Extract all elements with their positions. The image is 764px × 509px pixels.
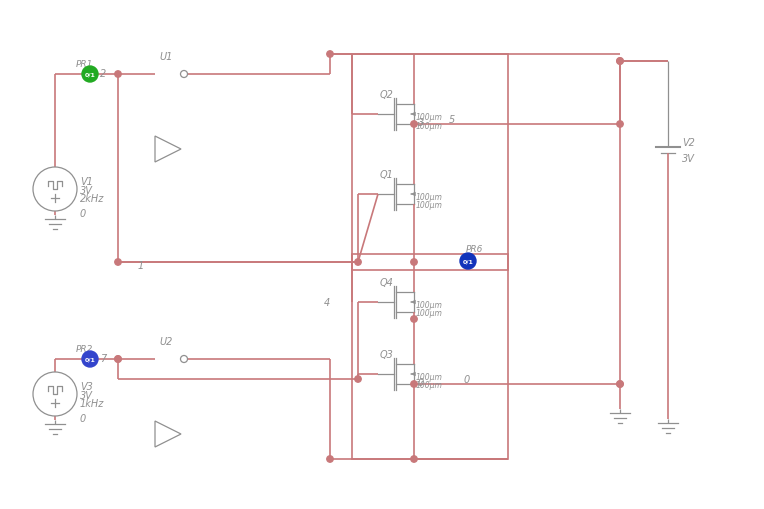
Text: 0/1: 0/1 bbox=[85, 72, 96, 77]
Text: 1kHz: 1kHz bbox=[80, 398, 105, 408]
Text: 100μm: 100μm bbox=[416, 372, 443, 381]
Text: 100μm: 100μm bbox=[416, 381, 443, 390]
Bar bbox=[352, 254, 508, 459]
Circle shape bbox=[411, 381, 417, 387]
Text: Q3: Q3 bbox=[380, 349, 394, 359]
Circle shape bbox=[411, 316, 417, 323]
Circle shape bbox=[617, 122, 623, 128]
Text: 7: 7 bbox=[100, 353, 106, 363]
Text: 2kHz: 2kHz bbox=[80, 193, 105, 204]
Text: 0/1: 0/1 bbox=[85, 357, 96, 362]
Text: 100μm: 100μm bbox=[416, 112, 443, 121]
Text: Q4: Q4 bbox=[380, 277, 394, 288]
Circle shape bbox=[617, 59, 623, 65]
Circle shape bbox=[82, 351, 98, 367]
Text: 3V: 3V bbox=[80, 390, 93, 400]
Circle shape bbox=[617, 381, 623, 387]
Circle shape bbox=[617, 59, 623, 65]
Text: 100μm: 100μm bbox=[416, 309, 443, 318]
Text: 3: 3 bbox=[418, 118, 424, 128]
Text: Q2: Q2 bbox=[380, 90, 394, 100]
Circle shape bbox=[115, 72, 121, 78]
Text: PR1: PR1 bbox=[76, 60, 93, 68]
Circle shape bbox=[327, 456, 333, 462]
Text: 0: 0 bbox=[418, 377, 424, 387]
Bar bbox=[352, 55, 508, 270]
Text: 100μm: 100μm bbox=[416, 300, 443, 309]
Circle shape bbox=[82, 67, 98, 83]
Circle shape bbox=[115, 356, 121, 362]
Circle shape bbox=[411, 122, 417, 128]
Text: 4: 4 bbox=[324, 297, 330, 307]
Text: 2: 2 bbox=[100, 69, 106, 79]
Text: 0: 0 bbox=[80, 209, 86, 218]
Circle shape bbox=[354, 259, 361, 266]
Text: U1: U1 bbox=[159, 52, 173, 62]
Circle shape bbox=[327, 52, 333, 58]
Circle shape bbox=[115, 356, 121, 362]
Text: PR6: PR6 bbox=[466, 245, 484, 254]
Text: Q1: Q1 bbox=[380, 169, 394, 180]
Circle shape bbox=[460, 253, 476, 269]
Text: 0: 0 bbox=[80, 413, 86, 423]
Text: V2: V2 bbox=[682, 138, 695, 148]
Circle shape bbox=[411, 259, 417, 266]
Text: 0/1: 0/1 bbox=[462, 259, 474, 264]
Circle shape bbox=[115, 259, 121, 266]
Text: V3: V3 bbox=[80, 381, 93, 391]
Text: V1: V1 bbox=[80, 177, 93, 187]
Text: 100μm: 100μm bbox=[416, 201, 443, 210]
Circle shape bbox=[354, 376, 361, 382]
Text: 100μm: 100μm bbox=[416, 121, 443, 130]
Text: 1: 1 bbox=[138, 261, 144, 270]
Text: 0: 0 bbox=[464, 374, 471, 384]
Text: PR2: PR2 bbox=[76, 344, 93, 353]
Text: 3V: 3V bbox=[80, 186, 93, 195]
Text: 3V: 3V bbox=[682, 154, 695, 164]
Circle shape bbox=[617, 381, 623, 387]
Text: 5: 5 bbox=[449, 115, 455, 125]
Text: U2: U2 bbox=[159, 336, 173, 346]
Text: 100μm: 100μm bbox=[416, 192, 443, 201]
Circle shape bbox=[411, 456, 417, 462]
